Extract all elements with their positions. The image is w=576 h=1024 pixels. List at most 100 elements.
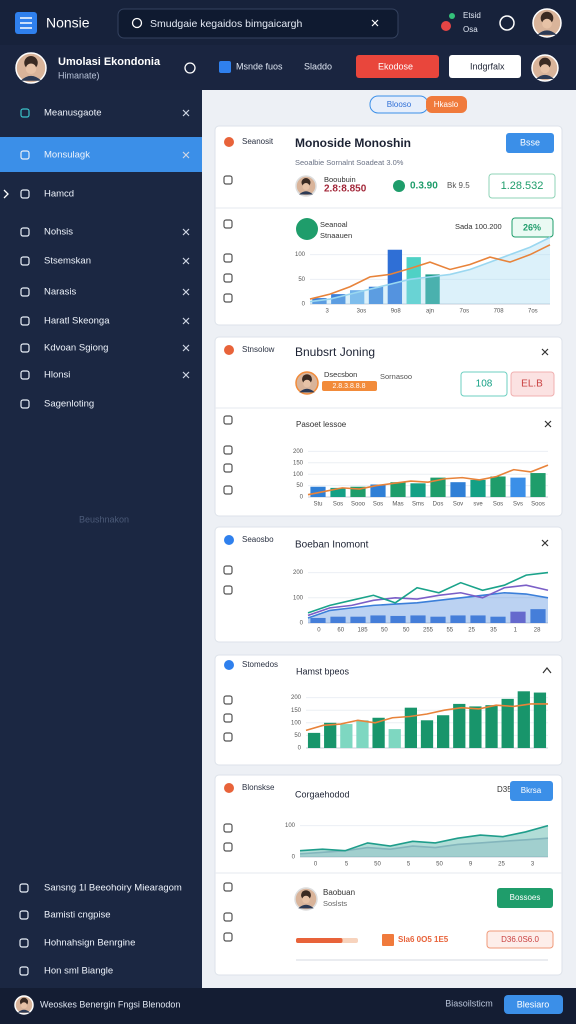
button-label: Blesiaro xyxy=(517,999,550,1009)
close-icon[interactable] xyxy=(182,109,190,117)
bar xyxy=(310,486,326,497)
nav-item[interactable]: Bamisti cngpise xyxy=(44,910,111,921)
bar xyxy=(350,616,366,623)
nav-item[interactable]: Kdvoan Sgiong xyxy=(44,343,108,354)
card-button[interactable] xyxy=(510,781,553,801)
close-icon[interactable] xyxy=(541,539,549,547)
icon xyxy=(20,189,30,199)
x-tick-label: 3 xyxy=(325,309,329,315)
icon xyxy=(19,966,29,976)
nav-item[interactable]: Narasis xyxy=(44,287,76,298)
bar xyxy=(356,720,369,748)
bar xyxy=(388,729,401,748)
status-dot xyxy=(393,180,405,192)
nav-item[interactable]: Hamcd xyxy=(44,189,74,200)
nav-item[interactable]: Stsemskan xyxy=(44,256,91,267)
toggle-active[interactable] xyxy=(426,96,467,113)
x-tick-label: 5 xyxy=(407,862,411,868)
tab[interactable]: Msnde fuos xyxy=(236,61,283,71)
avatar-body xyxy=(20,75,42,81)
y-tick-label: 100 xyxy=(285,823,296,829)
primary-button[interactable] xyxy=(356,55,439,78)
bar xyxy=(501,698,514,748)
close-icon[interactable] xyxy=(182,288,190,296)
x-tick-label: 25 xyxy=(468,628,475,634)
x-tick-label: 5 xyxy=(345,862,349,868)
bar xyxy=(340,724,353,748)
x-tick-label: 3 xyxy=(531,862,535,868)
card-icon xyxy=(224,660,234,670)
card-button[interactable] xyxy=(506,133,554,153)
avatar-face xyxy=(540,64,550,74)
close-icon[interactable] xyxy=(541,348,549,356)
bar xyxy=(310,617,326,623)
close-icon[interactable] xyxy=(182,151,190,159)
icon xyxy=(223,253,233,263)
x-tick-label: 60 xyxy=(337,628,344,634)
icon xyxy=(223,732,233,742)
nav-item[interactable]: Meanusgaote xyxy=(44,108,102,119)
avatar-face xyxy=(542,18,552,29)
x-tick-label: 7os xyxy=(459,309,469,315)
y-tick-label: 150 xyxy=(293,460,304,466)
y-tick-label: 50 xyxy=(294,733,301,739)
nav-item[interactable]: Monsulagk xyxy=(44,150,90,161)
sidebar xyxy=(0,90,202,988)
stat-box xyxy=(510,371,555,397)
badge-label: Sada 100.200 xyxy=(455,222,502,231)
button-label: Ekodose xyxy=(378,61,413,71)
nav-item[interactable]: Sansng 1l Beeohoiry Miearagom xyxy=(44,883,182,894)
bar xyxy=(307,732,321,748)
nav-item[interactable]: Nohsis xyxy=(44,227,73,238)
nav-item[interactable]: Haratl Skeonga xyxy=(44,316,110,327)
secondary-button[interactable] xyxy=(449,55,521,78)
close-icon[interactable] xyxy=(182,257,190,265)
icon xyxy=(20,287,30,297)
progress-icon xyxy=(382,934,394,946)
card-button[interactable] xyxy=(497,888,553,908)
icon xyxy=(223,463,233,473)
y-tick-label: 200 xyxy=(293,449,304,455)
close-icon[interactable] xyxy=(182,344,190,352)
close-icon[interactable] xyxy=(544,420,552,428)
bar xyxy=(372,717,385,748)
search-box[interactable] xyxy=(117,8,399,39)
close-icon[interactable] xyxy=(182,371,190,379)
x-tick-label: 7os xyxy=(528,309,538,315)
icon xyxy=(223,565,233,575)
icon xyxy=(223,695,233,705)
nav-item[interactable]: Sagenloting xyxy=(44,399,94,410)
nav-item[interactable]: Hlonsi xyxy=(44,370,70,381)
line xyxy=(307,591,549,619)
progress-bar xyxy=(296,938,343,943)
bar xyxy=(517,691,530,748)
close-icon[interactable] xyxy=(182,228,190,236)
icon xyxy=(223,713,233,723)
icon xyxy=(223,175,233,185)
close-icon[interactable] xyxy=(371,19,379,27)
tab[interactable]: Sladdo xyxy=(304,61,332,71)
stat: 0.3.90 xyxy=(410,181,438,192)
x-tick-label: 50 xyxy=(403,628,410,634)
x-tick-label: sve xyxy=(473,502,483,508)
bar xyxy=(490,616,506,623)
badge-value: 2.8.3.8.8.8 xyxy=(332,383,365,390)
note: D35 xyxy=(497,785,512,794)
x-tick-label: 55 xyxy=(446,628,453,634)
icon xyxy=(223,219,233,229)
bar xyxy=(510,611,526,623)
card-icon xyxy=(224,535,234,545)
person-name: Baobuan xyxy=(323,888,355,897)
footer-button[interactable] xyxy=(504,995,563,1014)
bar xyxy=(430,477,446,497)
collapse-icon[interactable] xyxy=(542,667,552,674)
bar xyxy=(470,479,486,497)
x-tick-label: 9o8 xyxy=(391,309,402,315)
bar xyxy=(530,473,546,497)
area xyxy=(310,237,550,304)
placeholder: Beushnakon xyxy=(79,514,129,524)
profile-name: Umolasi Ekondonia xyxy=(58,56,161,68)
close-icon[interactable] xyxy=(182,317,190,325)
nav-item[interactable]: Hohnahsign Benrgine xyxy=(44,938,135,949)
nav-item[interactable]: Hon sml Biangle xyxy=(44,966,113,977)
